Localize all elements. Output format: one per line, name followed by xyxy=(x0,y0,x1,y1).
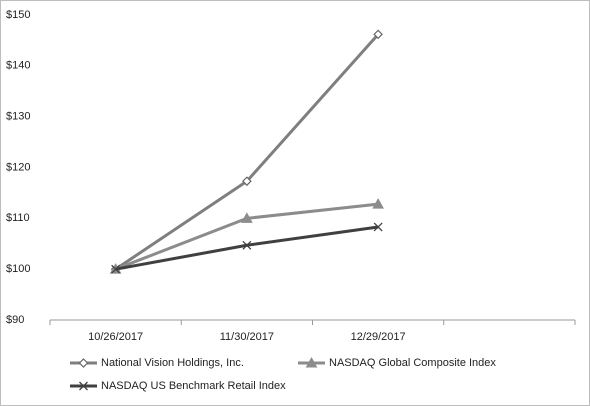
legend-label: NASDAQ Global Composite Index xyxy=(329,357,496,369)
marker xyxy=(372,198,384,209)
y-tick-label: $140 xyxy=(6,60,30,72)
marker xyxy=(241,212,253,223)
x-tick-label: 11/30/2017 xyxy=(220,331,274,343)
marker xyxy=(373,222,383,232)
marker xyxy=(242,240,252,250)
y-tick-label: $90 xyxy=(6,314,24,326)
marker xyxy=(242,176,252,187)
y-tick-label: $130 xyxy=(6,111,30,123)
x-tick-label: 10/26/2017 xyxy=(88,331,143,343)
legend-label: NASDAQ US Benchmark Retail Index xyxy=(101,380,286,392)
legend-marker xyxy=(305,356,318,368)
legend-item: NASDAQ US Benchmark Retail Index xyxy=(70,380,286,392)
y-tick-label: $100 xyxy=(6,263,30,275)
legend-marker xyxy=(78,358,89,368)
legend-item: NASDAQ Global Composite Index xyxy=(298,357,496,369)
y-tick-label: $150 xyxy=(6,9,30,21)
legend-marker xyxy=(79,381,88,391)
y-tick-label: $120 xyxy=(6,161,30,173)
legend-label: National Vision Holdings, Inc. xyxy=(101,357,244,369)
y-tick-label: $110 xyxy=(6,212,30,224)
marker xyxy=(373,29,383,40)
marker xyxy=(111,264,121,274)
legend-item: National Vision Holdings, Inc. xyxy=(70,357,244,369)
x-tick-label: 12/29/2017 xyxy=(351,331,406,343)
